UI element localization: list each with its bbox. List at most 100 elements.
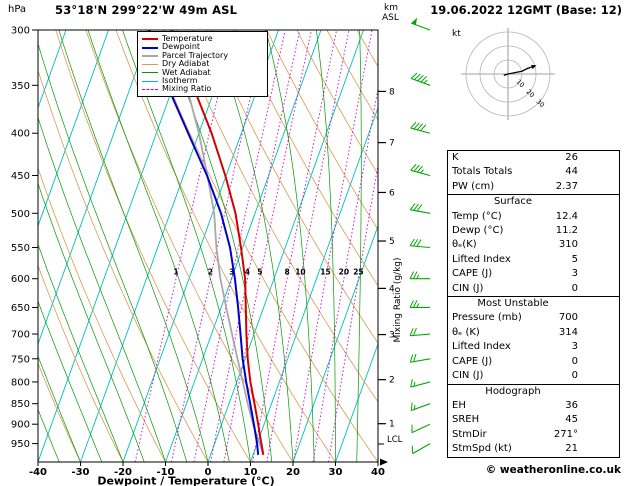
svg-text:20: 20 — [286, 467, 300, 478]
svg-text:750: 750 — [11, 354, 30, 365]
svg-text:3: 3 — [389, 331, 395, 341]
table-row-value: 0 — [571, 370, 578, 382]
table-row-label: Temp (°C) — [452, 210, 502, 222]
legend-line-sample — [142, 89, 158, 91]
legend-item-label: Parcel Trajectory — [162, 50, 229, 60]
svg-text:450: 450 — [11, 171, 30, 182]
svg-text:800: 800 — [11, 377, 30, 388]
svg-text:20: 20 — [525, 88, 537, 100]
svg-text:40: 40 — [371, 467, 385, 478]
copyright: © weatheronline.co.uk — [485, 464, 621, 476]
legend-item-label: Temperature — [162, 34, 213, 43]
table-row-value: 0 — [571, 282, 578, 294]
legend-item: Temperature — [142, 34, 264, 43]
table-row: StmSpd (kt) 21 — [448, 442, 578, 456]
svg-text:550: 550 — [11, 243, 30, 254]
svg-text:Mixing Ratio (g/kg): Mixing Ratio (g/kg) — [393, 257, 403, 342]
table-row-value: 5 — [571, 253, 578, 265]
table-row-label: Totals Totals — [452, 166, 513, 178]
legend-item: Dry Adiabat — [142, 59, 264, 69]
table-row-value: 271° — [553, 428, 578, 440]
svg-text:25: 25 — [353, 268, 363, 277]
run-datetime: 19.06.2022 12GMT (Base: 12) — [430, 3, 622, 17]
table-row-value: 310 — [558, 239, 578, 251]
svg-text:-20: -20 — [114, 467, 132, 478]
table-row: Lifted Index 3 — [448, 340, 578, 354]
table-row-value: 12.4 — [555, 210, 578, 222]
table-row: Pressure (mb) 700 — [448, 311, 578, 325]
altitude-axis-unit-asl: ASL — [382, 13, 399, 23]
legend-item-label: Dewpoint — [162, 42, 201, 52]
svg-text:10: 10 — [515, 78, 527, 90]
table-section-header: Hodograph — [485, 385, 541, 397]
legend-item: Parcel Trajectory — [142, 50, 264, 60]
legend-item-label: Mixing Ratio — [162, 84, 212, 94]
table-row-value: 26 — [565, 152, 578, 163]
legend-item: Wet Adiabat — [142, 68, 264, 77]
table-row-label: PW (cm) — [452, 180, 495, 192]
table-row-value: 314 — [558, 326, 578, 338]
chart-legend: Temperature Dewpoint Parcel Trajectory Dry … — [137, 31, 268, 97]
svg-text:600: 600 — [11, 274, 30, 285]
table-row-label: EH — [452, 399, 466, 411]
svg-text:30: 30 — [329, 467, 343, 478]
table-row: Dewp (°C) 11.2 — [448, 224, 578, 238]
svg-text:10: 10 — [244, 467, 258, 478]
table-section-header: Most Unstable — [477, 298, 549, 310]
table-section: Most Unstable Pressure (mb) 700 θₑ (K) 314 Li… — [447, 296, 620, 385]
table-row-value: 0 — [571, 355, 578, 367]
table-row: CAPE (J) 0 — [448, 355, 578, 369]
table-row-label: StmDir — [452, 428, 487, 440]
indices-table: K 26 Totals Totals 44 PW (cm) 2.37 Surface Temp… — [447, 150, 620, 458]
svg-text:5: 5 — [257, 268, 262, 277]
pressure-axis-unit: hPa — [8, 4, 27, 15]
table-row-label: SREH — [452, 414, 480, 426]
skewt-chart: 1 2 3 4 5 8 10 15 20 2530035040045050055060065070… — [11, 17, 431, 486]
table-row-value: 45 — [565, 414, 578, 426]
table-row-label: Lifted Index — [452, 253, 511, 265]
legend-line-sample — [142, 63, 158, 65]
svg-text:4: 4 — [389, 284, 395, 294]
table-row: EH 36 — [448, 399, 578, 413]
svg-text:500: 500 — [11, 209, 30, 220]
svg-text:-10: -10 — [156, 467, 174, 478]
svg-text:15: 15 — [320, 268, 330, 277]
legend-line-sample — [142, 72, 158, 74]
table-section: Hodograph EH 36 SREH 45 StmDir 271° StmSpd (kt)… — [447, 383, 620, 458]
station-title: 53°18'N 299°22'W 49m ASL — [55, 3, 238, 17]
table-row-label: θₑ(K) — [452, 239, 477, 251]
table-row: StmDir 271° — [448, 428, 578, 442]
table-row-value: 3 — [571, 341, 578, 353]
svg-text:20: 20 — [339, 268, 349, 277]
svg-text:4: 4 — [245, 268, 250, 277]
table-row-label: Dewp (°C) — [452, 225, 504, 237]
table-row-label: Pressure (mb) — [452, 312, 522, 324]
svg-text:10: 10 — [295, 268, 305, 277]
svg-text:3: 3 — [229, 268, 234, 277]
svg-text:400: 400 — [11, 129, 30, 140]
table-row-label: CAPE (J) — [452, 355, 493, 367]
svg-text:650: 650 — [11, 303, 30, 314]
svg-text:5: 5 — [389, 237, 395, 247]
legend-item-label: Dry Adiabat — [162, 59, 210, 69]
table-row: θₑ(K) 310 — [448, 238, 578, 252]
table-row-label: Lifted Index — [452, 341, 511, 353]
table-row: CIN (J) 0 — [448, 282, 578, 296]
table-row-label: CIN (J) — [452, 370, 484, 382]
svg-text:8: 8 — [389, 87, 395, 97]
legend-line-sample — [142, 38, 158, 41]
svg-text:1: 1 — [173, 268, 178, 277]
legend-line-sample — [142, 46, 158, 49]
svg-text:0: 0 — [205, 467, 212, 478]
table-row: θₑ (K) 314 — [448, 326, 578, 340]
svg-text:700: 700 — [11, 330, 30, 341]
table-row-label: CIN (J) — [452, 282, 484, 294]
table-row-value: 11.2 — [555, 225, 578, 237]
svg-text:8: 8 — [284, 268, 289, 277]
svg-text:900: 900 — [11, 420, 30, 431]
table-row-label: CAPE (J) — [452, 268, 493, 280]
svg-text:2: 2 — [389, 376, 395, 386]
table-row-value: 44 — [565, 166, 578, 178]
